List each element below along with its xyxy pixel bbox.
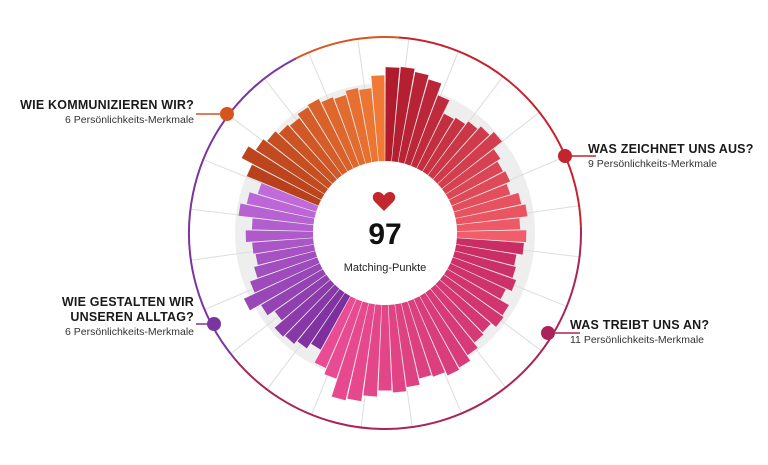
- chart-bar: [378, 304, 392, 391]
- chart-bar: [404, 79, 442, 166]
- chart-bar: [453, 192, 522, 219]
- chart-bar: [430, 284, 484, 343]
- chart-bar: [267, 131, 333, 189]
- chart-bar: [245, 230, 314, 243]
- chart-bar: [261, 269, 327, 316]
- chart-bar: [254, 251, 318, 278]
- group-title: WIE KOMMUNIZIEREN WIR?: [20, 98, 194, 112]
- group-marker: [207, 317, 221, 331]
- group-subtitle: 9 Persönlichkeits-Merkmale: [588, 158, 717, 170]
- chart-bar: [419, 292, 471, 368]
- group-arc: [234, 226, 582, 430]
- group-label-gestalten: WIE GESTALTEN WIR UNSEREN ALLTAG? 6 Pers…: [20, 295, 194, 339]
- chart-bar: [255, 244, 316, 266]
- group-label-kommunizieren: WIE KOMMUNIZIEREN WIR? 6 Persönlichkeits…: [18, 98, 194, 127]
- chart-bar: [388, 304, 407, 393]
- group-label-zeichnet: WAS ZEICHNET UNS AUS? 9 Persönlichkeits-…: [588, 142, 764, 171]
- group-arc: [295, 36, 399, 60]
- chart-bar: [442, 149, 501, 194]
- group-marker: [220, 107, 234, 121]
- chart-bar: [251, 218, 314, 232]
- chart-bar: [289, 118, 342, 180]
- group-label-treibt: WAS TREIBT UNS AN? 11 Persönlichkeits-Me…: [570, 318, 760, 347]
- radial-gridline: [203, 159, 315, 205]
- chart-bar: [334, 95, 366, 166]
- chart-bar: [422, 117, 466, 175]
- chart-bar: [250, 257, 320, 293]
- matching-caption: Matching-Punkte: [343, 262, 427, 274]
- chart-bar: [456, 218, 521, 232]
- group-title-line1: WIE GESTALTEN WIR: [61, 295, 194, 309]
- chart-bar: [407, 299, 445, 377]
- chart-bar: [401, 301, 432, 379]
- radial-gridline: [395, 308, 413, 428]
- chart-bar: [241, 146, 325, 200]
- chart-bar: [246, 164, 321, 206]
- chart-bar: [398, 72, 429, 164]
- chart-bar: [314, 296, 357, 369]
- chart-bar: [443, 269, 509, 316]
- group-arc: [188, 57, 297, 360]
- chart-bar: [255, 139, 328, 194]
- chart-bar: [439, 274, 504, 327]
- chart-bar: [297, 289, 345, 349]
- chart-bar: [257, 183, 319, 212]
- chart-bar: [359, 88, 379, 163]
- heart-icon: [372, 190, 396, 212]
- group-subtitle: 6 Persönlichkeits-Merkmale: [65, 114, 194, 126]
- radial-gridline: [444, 111, 540, 187]
- chart-bar: [385, 67, 400, 162]
- chart-bar: [437, 132, 502, 189]
- chart-bar: [435, 279, 491, 333]
- chart-bar: [454, 244, 517, 266]
- chart-bar: [285, 284, 340, 344]
- chart-bar: [451, 183, 511, 212]
- chart-bar: [455, 204, 528, 225]
- chart-bar: [413, 296, 460, 376]
- group-title: WAS TREIBT UNS AN?: [570, 318, 710, 332]
- chart-bar: [321, 97, 360, 169]
- group-marker: [541, 326, 555, 340]
- chart-bar: [371, 75, 385, 162]
- group-subtitle: 6 Persönlichkeits-Merkmale: [65, 326, 194, 338]
- chart-bar: [445, 161, 504, 200]
- group-subtitle: 11 Persönlichkeits-Merkmale: [570, 334, 705, 346]
- chart-bar: [345, 88, 372, 164]
- chart-bar: [449, 171, 511, 206]
- chart-bar: [450, 257, 517, 291]
- chart-bar: [311, 292, 351, 350]
- chart-bar: [243, 263, 323, 311]
- chart-bar: [425, 289, 478, 356]
- chart-bar: [274, 274, 331, 321]
- chart-bar: [456, 238, 524, 255]
- group-title: WAS ZEICHNET UNS AUS?: [588, 142, 754, 156]
- chart-center-disc: [313, 161, 457, 305]
- chart-bar: [447, 263, 506, 300]
- group-arc: [398, 36, 582, 227]
- chart-bar: [410, 95, 450, 169]
- chart-bar: [238, 203, 315, 225]
- chart-bar: [307, 98, 354, 172]
- chart-bar: [331, 301, 369, 401]
- chart-bar: [324, 299, 363, 379]
- chart-bar: [416, 113, 454, 172]
- group-marker: [558, 149, 572, 163]
- chart-bar: [274, 279, 335, 337]
- chart-bar: [363, 304, 382, 397]
- chart-bar: [279, 124, 337, 184]
- chart-bar: [428, 121, 478, 180]
- chart-bar: [456, 230, 527, 243]
- chart-bar: [452, 251, 516, 278]
- chart-bar: [246, 192, 317, 219]
- matching-score: 97: [368, 218, 402, 251]
- chart-bar: [391, 66, 415, 163]
- chart-bar: [347, 303, 375, 402]
- group-title-line2: UNSEREN ALLTAG?: [70, 310, 194, 324]
- chart-bar: [395, 303, 420, 388]
- chart-bar: [297, 107, 348, 175]
- chart-bar: [252, 238, 314, 254]
- chart-bar: [433, 126, 490, 184]
